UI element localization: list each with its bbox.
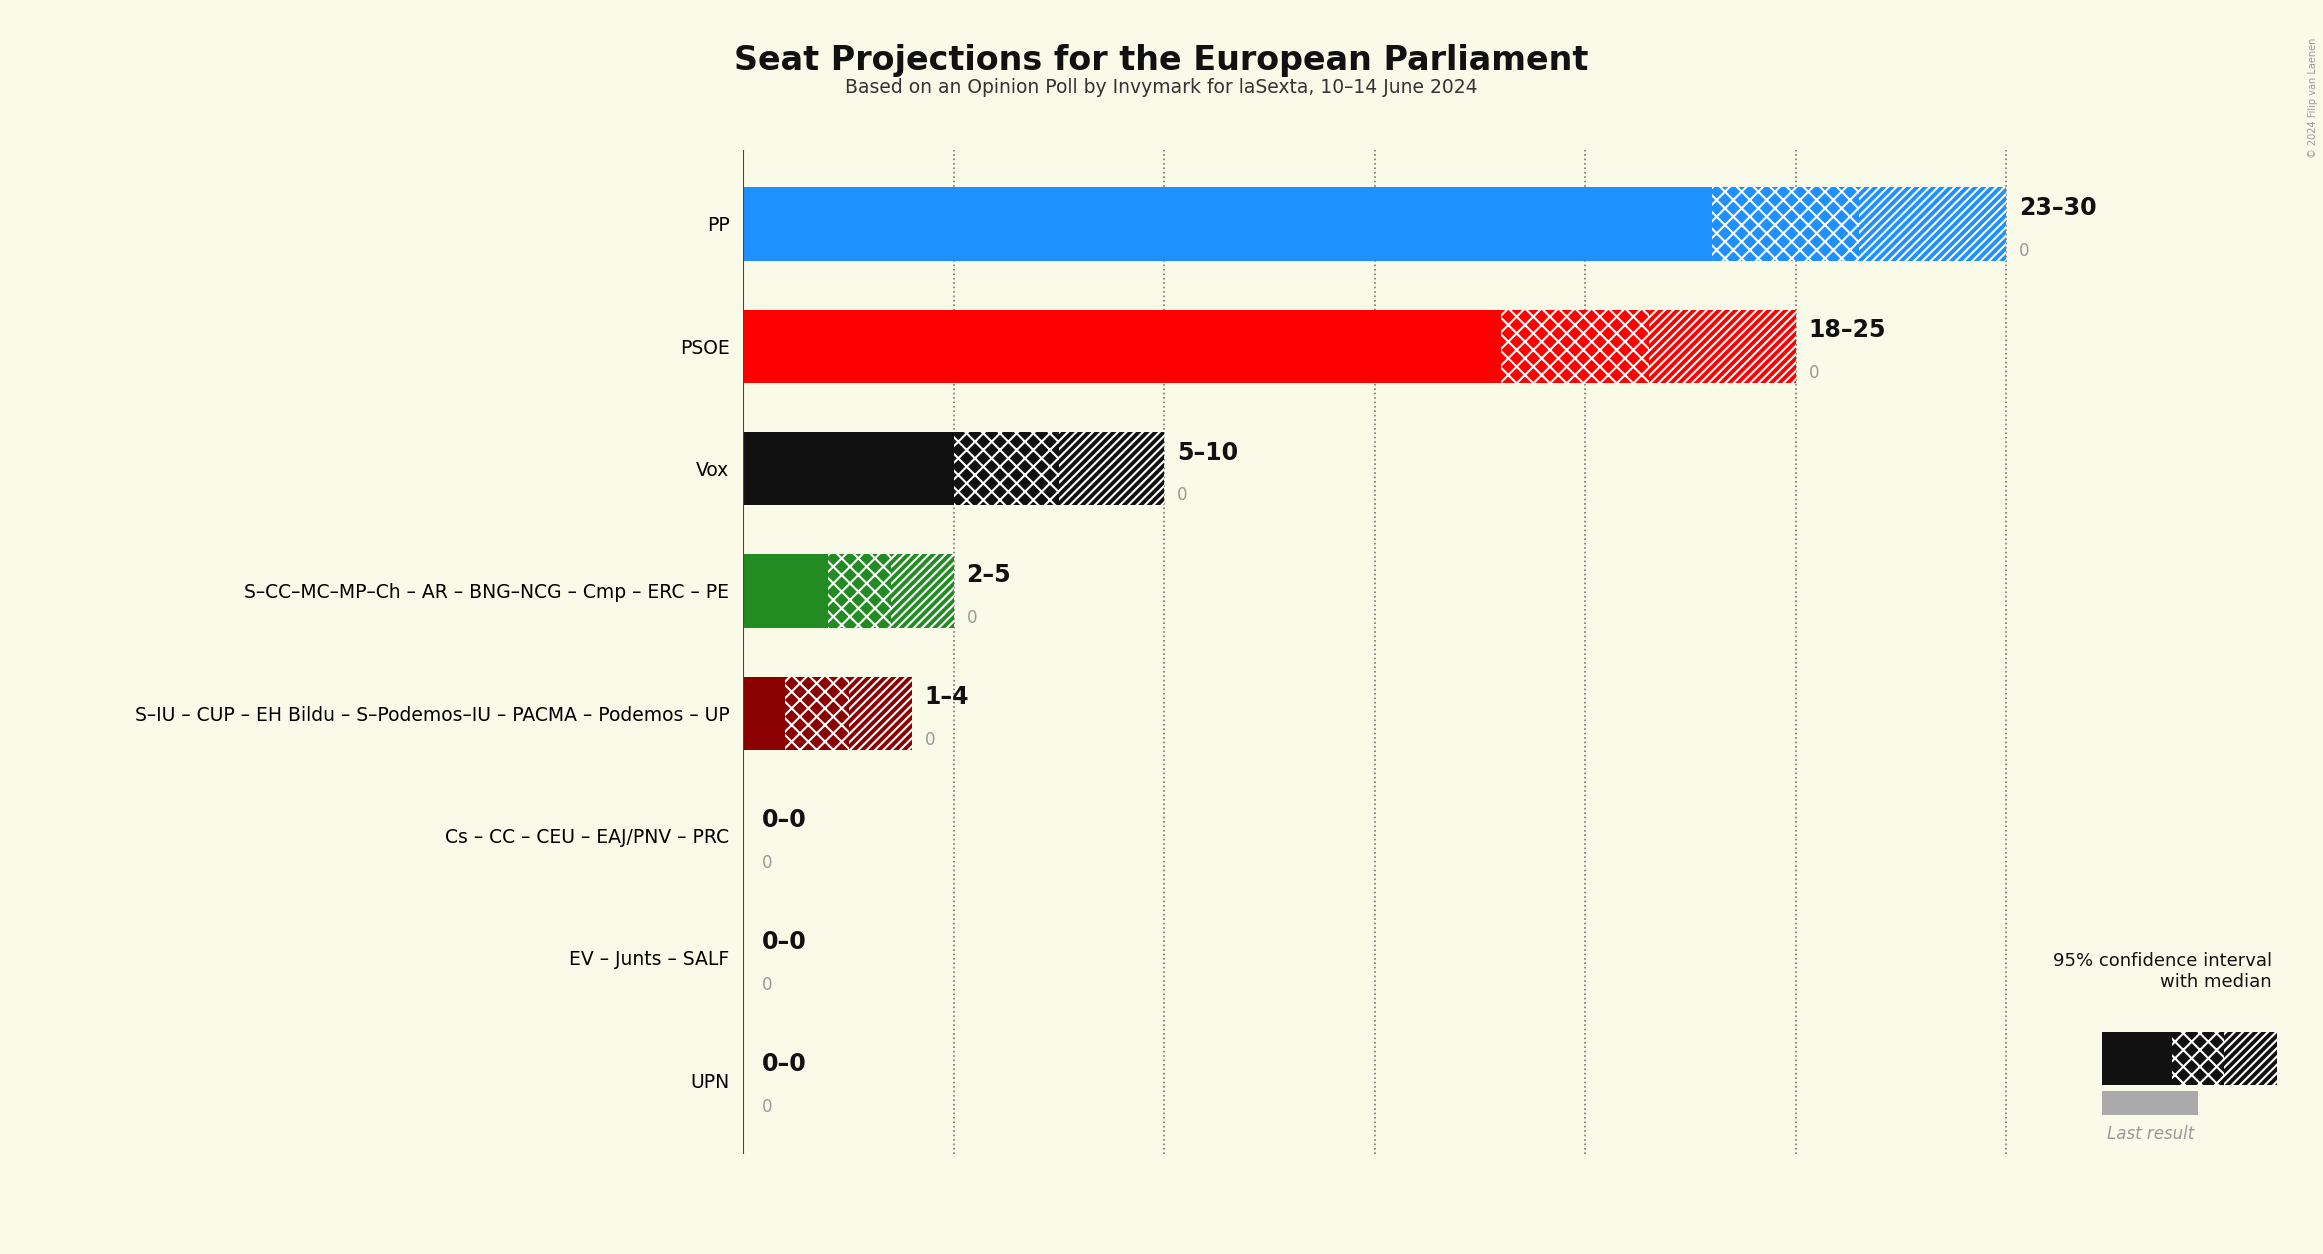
Bar [1501,310,1649,382]
Text: 2–5: 2–5 [966,563,1011,587]
Bar [955,431,1059,505]
Bar [1858,187,2007,261]
Bar [848,677,911,750]
Text: 0–0: 0–0 [762,1052,806,1076]
Bar [743,310,1501,382]
Bar [890,554,955,627]
Text: 0: 0 [966,609,978,627]
Text: 95% confidence interval
with median: 95% confidence interval with median [2054,953,2272,991]
Bar [1858,187,2007,261]
Text: Last result: Last result [2107,1125,2193,1142]
Text: Based on an Opinion Poll by Invymark for laSexta, 10–14 June 2024: Based on an Opinion Poll by Invymark for… [846,78,1477,97]
Text: 0–0: 0–0 [762,930,806,954]
Text: 0: 0 [2019,242,2030,260]
Bar [1649,310,1796,382]
Text: 0: 0 [1810,364,1819,382]
Bar [743,431,955,505]
Bar [785,677,848,750]
Text: 0: 0 [762,854,774,872]
Bar [743,554,827,627]
Text: 0: 0 [1178,487,1187,504]
Bar [743,677,785,750]
Text: 0: 0 [925,731,934,749]
Bar [827,554,890,627]
Bar [848,677,911,750]
Bar [1059,431,1164,505]
Text: 0–0: 0–0 [762,808,806,831]
Text: 1–4: 1–4 [925,686,969,710]
Text: 0: 0 [762,1099,774,1116]
Bar [743,187,1712,261]
Text: 5–10: 5–10 [1178,440,1238,465]
Bar [1649,310,1796,382]
Text: 23–30: 23–30 [2019,196,2098,219]
Text: 18–25: 18–25 [1810,319,1886,342]
Text: 0: 0 [762,976,774,994]
Text: Seat Projections for the European Parliament: Seat Projections for the European Parlia… [734,44,1589,76]
Text: © 2024 Filip van Laenen: © 2024 Filip van Laenen [2309,38,2318,158]
Bar [1059,431,1164,505]
Bar [1712,187,1858,261]
Bar [890,554,955,627]
